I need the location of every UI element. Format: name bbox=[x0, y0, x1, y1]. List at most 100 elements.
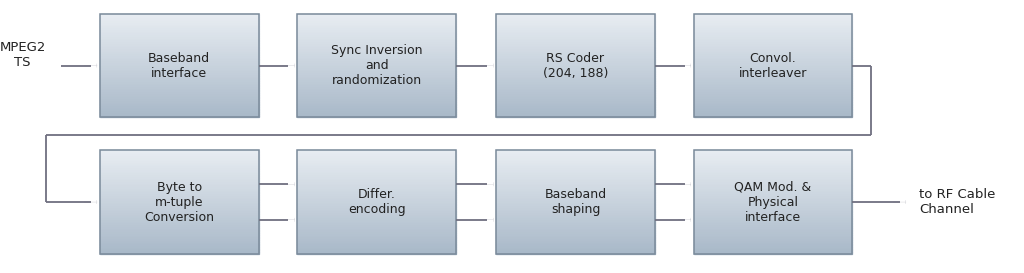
Bar bbox=[297, 54, 457, 55]
Bar bbox=[297, 159, 457, 161]
Bar bbox=[694, 216, 852, 218]
Bar bbox=[497, 93, 655, 95]
Bar bbox=[497, 150, 655, 152]
Bar bbox=[297, 76, 457, 78]
Text: to RF Cable
Channel: to RF Cable Channel bbox=[920, 188, 995, 216]
Bar bbox=[497, 249, 655, 250]
Bar bbox=[297, 71, 457, 72]
Bar bbox=[99, 214, 258, 216]
Bar bbox=[694, 102, 852, 103]
Bar bbox=[694, 83, 852, 85]
Bar bbox=[99, 46, 258, 48]
Bar bbox=[497, 40, 655, 41]
Bar bbox=[694, 235, 852, 237]
Bar bbox=[694, 186, 852, 188]
Bar bbox=[297, 192, 457, 193]
Bar bbox=[297, 249, 457, 250]
Bar bbox=[297, 150, 457, 254]
Bar bbox=[99, 38, 258, 40]
Bar bbox=[99, 250, 258, 252]
Bar bbox=[99, 224, 258, 226]
Bar bbox=[694, 22, 852, 24]
Bar bbox=[694, 85, 852, 86]
Bar bbox=[297, 232, 457, 233]
Bar bbox=[694, 159, 852, 161]
Bar bbox=[694, 48, 852, 50]
Bar bbox=[497, 100, 655, 102]
Bar bbox=[297, 50, 457, 52]
Bar bbox=[297, 95, 457, 97]
Bar bbox=[694, 161, 852, 162]
Bar bbox=[99, 116, 258, 117]
Bar bbox=[297, 74, 457, 76]
Bar bbox=[297, 252, 457, 254]
Bar bbox=[297, 93, 457, 95]
Bar bbox=[497, 52, 655, 54]
Bar bbox=[497, 107, 655, 109]
Bar bbox=[297, 105, 457, 107]
Bar bbox=[297, 86, 457, 88]
Bar bbox=[99, 90, 258, 91]
Bar bbox=[297, 230, 457, 232]
Bar bbox=[297, 190, 457, 192]
Bar bbox=[297, 173, 457, 174]
Bar bbox=[99, 83, 258, 85]
Bar bbox=[694, 111, 852, 112]
Bar bbox=[694, 237, 852, 238]
Bar bbox=[99, 41, 258, 43]
Bar bbox=[297, 209, 457, 211]
Bar bbox=[694, 197, 852, 198]
Bar bbox=[694, 26, 852, 28]
Bar bbox=[99, 166, 258, 167]
Bar bbox=[99, 74, 258, 76]
Bar bbox=[694, 221, 852, 223]
Bar bbox=[99, 114, 258, 116]
Bar bbox=[694, 93, 852, 95]
Bar bbox=[99, 232, 258, 233]
Bar bbox=[497, 152, 655, 154]
Bar bbox=[694, 116, 852, 117]
Bar bbox=[297, 31, 457, 33]
Bar bbox=[497, 242, 655, 244]
Bar bbox=[497, 207, 655, 209]
Bar bbox=[694, 174, 852, 176]
Bar bbox=[297, 195, 457, 197]
Bar bbox=[497, 59, 655, 60]
Bar bbox=[497, 223, 655, 224]
Bar bbox=[497, 154, 655, 155]
Text: Baseband
shaping: Baseband shaping bbox=[545, 188, 606, 216]
Bar bbox=[497, 235, 655, 237]
Bar bbox=[497, 86, 655, 88]
Bar bbox=[297, 224, 457, 226]
Bar bbox=[297, 116, 457, 117]
Bar bbox=[297, 14, 457, 15]
Bar bbox=[694, 100, 852, 102]
Bar bbox=[694, 97, 852, 98]
Bar bbox=[99, 105, 258, 107]
Bar bbox=[694, 36, 852, 38]
Bar bbox=[297, 186, 457, 188]
Bar bbox=[694, 218, 852, 219]
Bar bbox=[99, 14, 258, 117]
Bar bbox=[694, 224, 852, 226]
Bar bbox=[297, 238, 457, 240]
Bar bbox=[497, 195, 655, 197]
Bar bbox=[99, 86, 258, 88]
Bar bbox=[694, 88, 852, 90]
Bar bbox=[497, 20, 655, 22]
Bar bbox=[99, 198, 258, 200]
Bar bbox=[497, 200, 655, 202]
Bar bbox=[99, 100, 258, 102]
Bar bbox=[694, 202, 852, 204]
Bar bbox=[694, 15, 852, 17]
Bar bbox=[497, 62, 655, 64]
Bar bbox=[694, 20, 852, 22]
Bar bbox=[297, 83, 457, 85]
Bar bbox=[497, 230, 655, 232]
Bar bbox=[497, 41, 655, 43]
Bar bbox=[297, 180, 457, 181]
Bar bbox=[99, 247, 258, 249]
Bar bbox=[694, 219, 852, 221]
Bar bbox=[99, 91, 258, 93]
Bar bbox=[99, 235, 258, 237]
